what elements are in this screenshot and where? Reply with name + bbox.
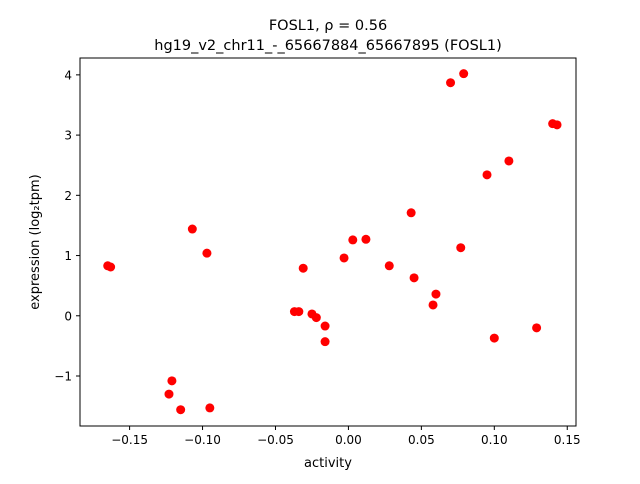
data-point — [348, 235, 358, 245]
data-point — [489, 333, 499, 343]
x-tick-label: −0.05 — [257, 433, 294, 447]
chart-title-line1: FOSL1, ρ = 0.56 — [269, 18, 387, 34]
data-point — [167, 376, 177, 386]
y-tick-label: −1 — [54, 370, 72, 384]
data-point — [431, 289, 441, 299]
data-point — [164, 389, 174, 399]
y-axis-label: expression (log₂tpm) — [28, 174, 43, 309]
y-tick-label: 0 — [64, 309, 72, 323]
x-tick-label: 0.05 — [408, 433, 435, 447]
y-tick-label: 3 — [64, 129, 72, 143]
x-tick-label: −0.10 — [184, 433, 221, 447]
data-point — [298, 263, 308, 273]
y-tick-label: 4 — [64, 68, 72, 82]
y-tick-label: 2 — [64, 189, 72, 203]
chart-title-line2: hg19_v2_chr11_-_65667884_65667895 (FOSL1… — [154, 38, 502, 54]
data-point — [176, 405, 186, 415]
data-point — [205, 403, 215, 413]
data-point — [428, 300, 438, 310]
data-point — [482, 170, 492, 180]
data-point — [361, 234, 371, 244]
x-tick-label: 0.00 — [335, 433, 362, 447]
plot-frame — [79, 57, 577, 427]
data-point — [552, 120, 562, 130]
data-point — [532, 323, 542, 333]
data-point — [187, 224, 197, 234]
data-point — [339, 253, 349, 263]
data-point — [384, 261, 394, 271]
data-point — [106, 262, 116, 272]
data-point — [456, 243, 466, 253]
data-points — [103, 69, 562, 415]
data-point — [294, 307, 304, 317]
data-point — [459, 69, 469, 79]
x-tick-label: 0.10 — [481, 433, 508, 447]
y-axis: −1 0 1 2 3 4 — [54, 68, 80, 384]
data-point — [446, 78, 456, 88]
data-point — [409, 273, 419, 283]
data-point — [202, 248, 212, 258]
data-point — [320, 337, 330, 347]
data-point — [406, 208, 416, 218]
x-tick-label: 0.15 — [554, 433, 581, 447]
y-tick-label: 1 — [64, 249, 72, 263]
data-point — [504, 156, 514, 166]
x-tick-label: −0.15 — [111, 433, 148, 447]
x-axis: −0.15 −0.10 −0.05 0.00 0.05 0.10 0.15 — [111, 426, 581, 447]
x-axis-label: activity — [304, 456, 352, 471]
data-point — [320, 321, 330, 331]
data-point — [311, 313, 321, 323]
